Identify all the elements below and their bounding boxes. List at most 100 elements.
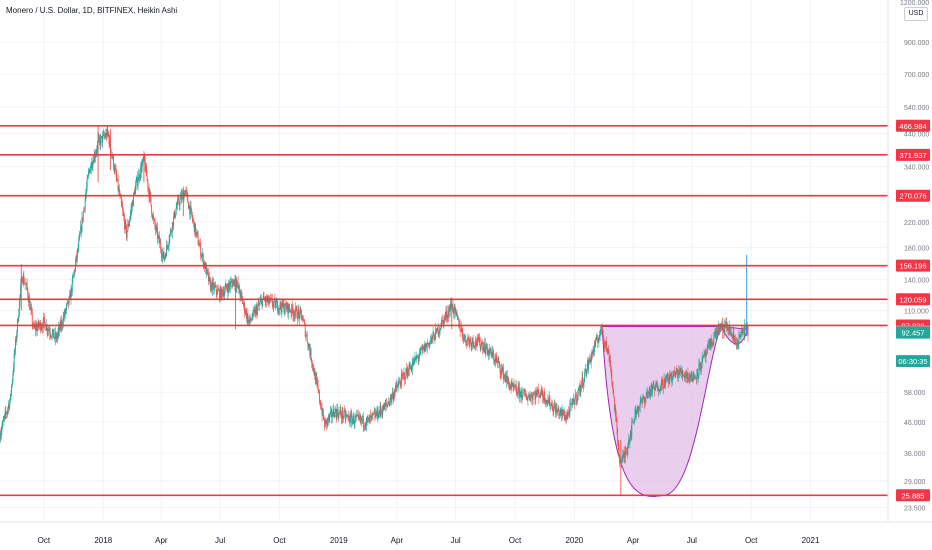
candle-body xyxy=(586,362,588,372)
candle-body xyxy=(282,300,284,306)
candle-body xyxy=(169,229,171,235)
horizontal-levels[interactable] xyxy=(0,124,888,497)
candle-body xyxy=(460,330,462,332)
cup-and-handle-pattern[interactable] xyxy=(601,325,749,497)
candle-body xyxy=(50,335,52,337)
candle-body xyxy=(293,313,295,317)
candle-body xyxy=(309,348,311,355)
candle-body xyxy=(601,325,602,328)
candle-body xyxy=(118,189,120,195)
candle-body xyxy=(123,214,125,219)
candle-body xyxy=(235,283,237,287)
candle-body xyxy=(423,346,425,352)
candle-body xyxy=(134,191,136,195)
candle-body xyxy=(709,341,711,347)
candle-body xyxy=(670,372,671,377)
candle-body xyxy=(462,332,464,338)
candle-body xyxy=(542,394,544,398)
candle-body xyxy=(175,208,177,215)
candle-body xyxy=(411,369,413,371)
candle-body xyxy=(217,289,218,295)
candle-body xyxy=(390,395,392,400)
candle-body xyxy=(100,136,102,137)
candle-body xyxy=(692,380,693,382)
candle-body xyxy=(339,411,340,413)
candle-body xyxy=(605,342,607,346)
candle-body xyxy=(59,322,61,331)
candle-body xyxy=(434,339,436,341)
candle-body xyxy=(312,365,314,367)
candle-body xyxy=(300,309,302,311)
candle-body xyxy=(518,386,520,388)
candle-body xyxy=(444,316,446,319)
candle-body xyxy=(645,397,647,399)
candle-body xyxy=(23,275,25,284)
candle-body xyxy=(84,198,86,209)
candle-body xyxy=(448,311,449,317)
candle-body xyxy=(122,210,124,215)
candle-body xyxy=(236,283,238,287)
candle-body xyxy=(486,343,488,350)
x-tick-label: 2021 xyxy=(802,536,820,545)
candle-body xyxy=(430,338,432,342)
candle-body xyxy=(95,151,97,155)
candle-body xyxy=(176,205,178,209)
candle-body xyxy=(491,351,493,358)
time-axis[interactable]: Oct 2018 Apr Jul Oct 2019 Apr Jul Oct 2020 Apr Jul O… xyxy=(38,536,820,545)
candle-body xyxy=(504,375,506,377)
candle-body xyxy=(479,337,481,349)
candle-body xyxy=(635,409,637,415)
candle-body xyxy=(681,371,682,375)
candle-body xyxy=(369,415,371,418)
candle-body xyxy=(306,335,308,343)
candle-body xyxy=(495,357,497,359)
candle-body xyxy=(256,307,258,315)
candle-body xyxy=(661,379,663,381)
candle-body xyxy=(584,368,586,373)
candle-body xyxy=(428,343,430,347)
currency-button[interactable]: USD xyxy=(904,7,928,21)
candle-body xyxy=(201,255,203,257)
candle-body xyxy=(682,375,684,376)
candle-body xyxy=(361,418,363,421)
candle-body xyxy=(614,407,616,410)
candle-body xyxy=(207,272,209,282)
candle-body xyxy=(217,289,219,291)
candle-body xyxy=(167,245,169,248)
candle-body xyxy=(574,398,576,405)
candle-body xyxy=(170,229,172,232)
candle-body xyxy=(602,335,604,339)
candle-body xyxy=(426,343,428,348)
candle-body xyxy=(175,214,176,218)
candle-body xyxy=(45,329,47,331)
candle-body xyxy=(191,208,193,216)
price-axis[interactable]: 900.000 700.000 540.000 440.000 340.000 220.0… xyxy=(904,40,929,513)
y-tick-label: 220.000 xyxy=(904,220,929,227)
candle-body xyxy=(298,309,300,313)
chart-title: Monero / U.S. Dollar, 1D, BITFINEX, Heik… xyxy=(6,6,178,15)
candle-body xyxy=(429,341,431,347)
x-tick-label: Oct xyxy=(273,536,286,545)
candle-body xyxy=(193,221,195,233)
candle-body xyxy=(105,132,107,138)
x-tick-label: Jul xyxy=(687,536,697,545)
candle-body xyxy=(215,285,216,287)
candle-body xyxy=(447,311,449,318)
candle-body xyxy=(592,349,594,355)
candle-body xyxy=(657,384,659,391)
candle-body xyxy=(262,298,264,307)
candle-body xyxy=(335,409,337,412)
candle-body xyxy=(520,390,522,392)
candle-body xyxy=(166,244,168,247)
candle-body xyxy=(278,307,280,312)
candle-body xyxy=(503,375,505,379)
candle-body xyxy=(28,298,30,303)
candle-body xyxy=(286,305,287,310)
candle-body xyxy=(386,403,388,405)
candle-body xyxy=(40,327,42,331)
candle-body xyxy=(161,254,163,258)
candle-body xyxy=(608,353,610,362)
candle-body xyxy=(543,392,545,401)
candle-body xyxy=(26,282,28,289)
